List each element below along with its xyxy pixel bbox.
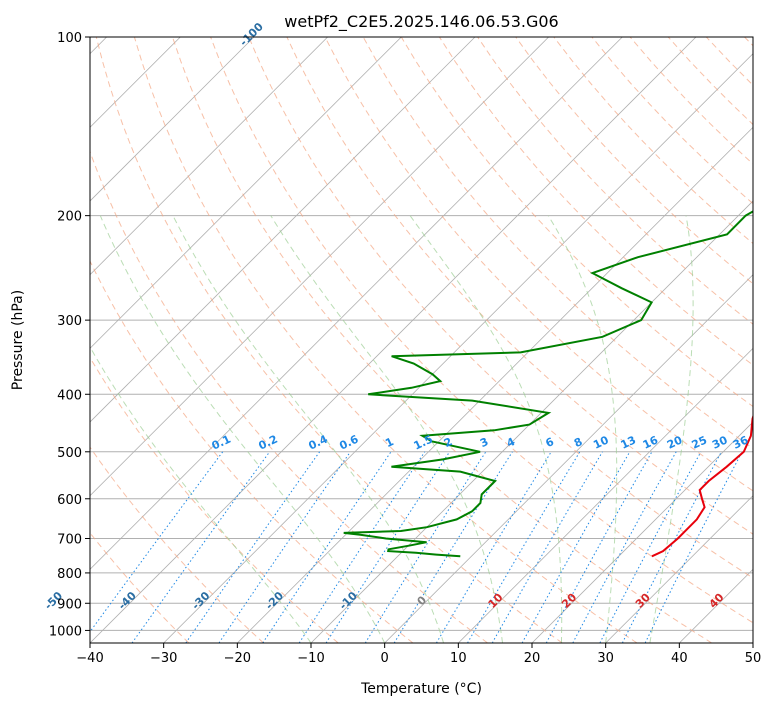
dewpoint-line xyxy=(344,37,775,556)
isotherm xyxy=(164,37,770,643)
moist-adiabat xyxy=(173,216,444,643)
isotherm xyxy=(0,37,401,643)
isotherm-label: -10 xyxy=(337,589,360,612)
y-tick-label: 600 xyxy=(57,493,82,508)
isotherm-label: 20 xyxy=(559,591,579,611)
mixing-ratio-line xyxy=(365,452,486,643)
x-axis-label: Temperature (°C) xyxy=(360,681,482,697)
mixing-ratio-line xyxy=(82,452,223,643)
dry-adiabat xyxy=(706,37,775,643)
isotherm-label: -20 xyxy=(263,589,286,612)
mixing-ratio-line xyxy=(573,452,676,643)
y-tick-label: 400 xyxy=(57,388,82,403)
profile-lines xyxy=(344,37,775,556)
y-axis-label: Pressure (hPa) xyxy=(10,290,26,390)
isotherm xyxy=(16,37,622,643)
dry-adiabat xyxy=(0,37,189,643)
mixing-ratio-line xyxy=(299,452,425,643)
dry-adiabat xyxy=(592,37,775,643)
mixing-ratio-label: 3 xyxy=(478,435,490,450)
x-tick-label: −30 xyxy=(150,651,177,666)
isotherm xyxy=(311,37,775,643)
y-tick-label: 800 xyxy=(57,567,82,582)
x-tick-label: 30 xyxy=(597,651,614,666)
dry-adiabat xyxy=(745,37,775,643)
mixing-ratio-label: 8 xyxy=(572,435,584,450)
y-tick-label: 700 xyxy=(57,533,82,548)
dry-adiabat xyxy=(478,37,775,643)
x-tick-label: 50 xyxy=(745,651,762,666)
mixing-ratio-label: 0.1 xyxy=(210,433,233,453)
x-tick-label: −20 xyxy=(224,651,251,666)
x-tick-label: 40 xyxy=(671,651,688,666)
temperature-line xyxy=(652,37,775,556)
plot-frame xyxy=(90,37,753,643)
y-tick-label: 300 xyxy=(57,314,82,329)
mixing-ratio-label: 0.2 xyxy=(257,433,280,453)
isotherm-label: -100 xyxy=(237,20,266,49)
y-tick-label: 100 xyxy=(57,31,82,46)
dry-adiabat xyxy=(516,37,775,643)
dry-adiabat xyxy=(134,37,637,643)
y-tick-label: 500 xyxy=(57,446,82,461)
mixing-ratio-line xyxy=(468,452,580,643)
isotherm-label: 40 xyxy=(707,591,727,611)
isotherm xyxy=(385,37,775,643)
mixing-ratio-label: 2 xyxy=(442,435,454,450)
mixing-ratio-label: 30 xyxy=(710,433,730,451)
mixing-ratio-line xyxy=(219,452,350,643)
dry-adiabat xyxy=(0,37,263,643)
mixing-ratio-label: 25 xyxy=(690,433,709,451)
isotherm xyxy=(458,37,775,643)
mixing-ratio-label: 13 xyxy=(619,433,638,451)
y-tick-label: 900 xyxy=(57,597,82,612)
x-tick-label: −40 xyxy=(76,651,103,666)
mixing-ratio-line xyxy=(263,452,391,643)
x-tick-label: 10 xyxy=(450,651,467,666)
mixing-ratio-label: 0.4 xyxy=(307,432,330,452)
x-tick-label: −10 xyxy=(297,651,324,666)
mixing-ratio-label: 16 xyxy=(641,433,661,451)
dry-adiabat xyxy=(20,37,413,643)
mixing-ratio-label: 20 xyxy=(665,433,685,451)
mixing-ratio-label: 6 xyxy=(544,435,557,450)
mixing-ratio-label: 10 xyxy=(591,433,611,451)
isotherm xyxy=(0,37,328,643)
y-tick-label: 1000 xyxy=(49,624,82,639)
dry-adiabat xyxy=(58,37,488,643)
isotherm xyxy=(753,37,775,643)
isotherm-label: -40 xyxy=(116,589,139,612)
isotherm xyxy=(679,37,775,643)
isotherm xyxy=(237,37,775,643)
chart-title: wetPf2_C2E5.2025.146.06.53.G06 xyxy=(284,12,558,32)
mixing-ratio-line xyxy=(600,452,701,643)
moist-adiabat xyxy=(410,216,562,643)
x-tick-label: 0 xyxy=(381,651,389,666)
dry-adiabat xyxy=(668,37,775,643)
isotherm-label: 10 xyxy=(486,591,506,611)
isotherm xyxy=(532,37,775,643)
dry-adiabat xyxy=(211,37,775,643)
dry-adiabat xyxy=(0,37,338,643)
mixing-ratio-line xyxy=(326,452,450,643)
mixing-ratio-label: 1 xyxy=(383,435,395,450)
y-tick-label: 200 xyxy=(57,210,82,225)
isotherm xyxy=(0,37,254,643)
mixing-ratio-label: 36 xyxy=(731,433,751,451)
x-tick-label: 20 xyxy=(524,651,541,666)
